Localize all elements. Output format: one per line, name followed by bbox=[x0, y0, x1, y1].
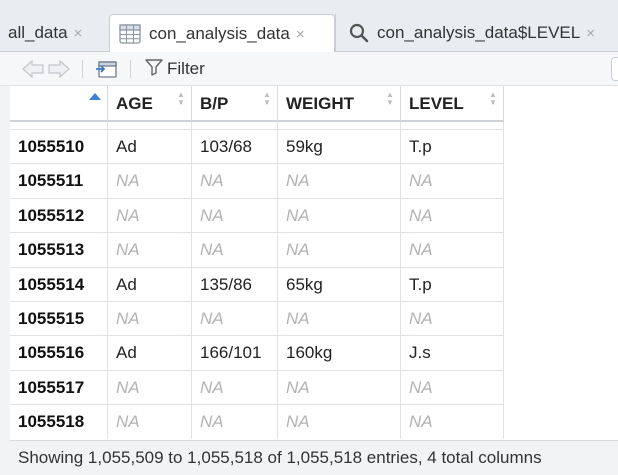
column-header-bp[interactable]: B/P ▲ ▼ bbox=[192, 86, 278, 122]
cell-weight: 160kg bbox=[278, 336, 401, 371]
cell-row-index: 1055516 bbox=[10, 336, 108, 371]
sort-icon: ▲ ▼ bbox=[386, 90, 394, 107]
filter-label: Filter bbox=[167, 59, 205, 78]
cell-age: NA bbox=[108, 233, 192, 268]
close-icon[interactable]: × bbox=[73, 24, 83, 42]
tab-con-analysis-data-level[interactable]: con_analysis_data$LEVEL × bbox=[335, 14, 618, 52]
column-header-age[interactable]: AGE ▲ ▼ bbox=[108, 86, 192, 122]
cell-level: J.s bbox=[401, 336, 504, 371]
cell-row-index: 1055514 bbox=[10, 267, 108, 302]
table-row[interactable]: 1055516 Ad 166/101 160kg J.s bbox=[10, 335, 504, 371]
cell-level: NA bbox=[401, 370, 504, 405]
back-arrow-icon[interactable] bbox=[22, 52, 44, 86]
cell-bp: 135/86 bbox=[192, 267, 278, 302]
cell-age: Ad bbox=[108, 336, 192, 371]
cell-level: T.p bbox=[401, 267, 504, 302]
funnel-icon bbox=[145, 58, 163, 81]
cell-level: NA bbox=[401, 164, 504, 199]
tab-label: con_analysis_data bbox=[149, 24, 290, 43]
cell-weight: NA bbox=[278, 370, 401, 405]
cell-age: NA bbox=[108, 164, 192, 199]
table-row[interactable]: 1055513 NA NA NA NA bbox=[10, 232, 504, 268]
tab-con-analysis-data[interactable]: con_analysis_data × bbox=[109, 14, 335, 53]
sort-ascending-icon bbox=[89, 93, 101, 100]
cell-bp: NA bbox=[192, 301, 278, 336]
status-footer: Showing 1,055,509 to 1,055,518 of 1,055,… bbox=[10, 440, 618, 475]
cell-bp: NA bbox=[192, 370, 278, 405]
cell-weight: 59kg bbox=[278, 130, 401, 164]
cell-row-index: 1055515 bbox=[10, 301, 108, 336]
table-header: AGE ▲ ▼ B/P ▲ ▼ WEIGHT ▲ ▼ LEVEL ▲ ▼ bbox=[10, 86, 504, 122]
cell-bp: 166/101 bbox=[192, 336, 278, 371]
cell-level: NA bbox=[401, 301, 504, 336]
popout-window-icon[interactable] bbox=[94, 52, 118, 86]
cell-age: NA bbox=[108, 405, 192, 440]
table-row[interactable]: 1055510 Ad 103/68 59kg T.p bbox=[10, 129, 504, 164]
filter-button[interactable]: Filter bbox=[145, 52, 205, 86]
table-row[interactable]: 1055511 NA NA NA NA bbox=[10, 163, 504, 199]
cell-weight: NA bbox=[278, 198, 401, 233]
close-icon[interactable]: × bbox=[295, 25, 305, 43]
cell-bp: 103/68 bbox=[192, 130, 278, 164]
partial-row bbox=[10, 122, 504, 129]
table-grid-icon bbox=[119, 24, 141, 44]
cell-age: Ad bbox=[108, 130, 192, 164]
sort-icon: ▲ ▼ bbox=[489, 90, 497, 107]
column-header-weight[interactable]: WEIGHT ▲ ▼ bbox=[278, 86, 401, 122]
tab-label: all_data bbox=[8, 23, 68, 42]
tab-all-data[interactable]: all_data × bbox=[0, 14, 110, 52]
entries-status: Showing 1,055,509 to 1,055,518 of 1,055,… bbox=[18, 448, 542, 467]
cell-row-index: 1055518 bbox=[10, 405, 108, 440]
cell-row-index: 1055517 bbox=[10, 370, 108, 405]
cell-weight: NA bbox=[278, 405, 401, 440]
cell-weight: NA bbox=[278, 301, 401, 336]
sort-icon: ▲ ▼ bbox=[177, 90, 185, 107]
cell-weight: NA bbox=[278, 164, 401, 199]
tab-bar: all_data × con_analysis_data × con_analy… bbox=[0, 0, 618, 53]
table-row[interactable]: 1055517 NA NA NA NA bbox=[10, 369, 504, 405]
left-gutter bbox=[0, 86, 10, 475]
search-icon bbox=[349, 23, 369, 43]
cell-level: NA bbox=[401, 405, 504, 440]
cell-row-index: 1055511 bbox=[10, 164, 108, 199]
table-row[interactable]: 1055515 NA NA NA NA bbox=[10, 300, 504, 336]
cell-age: Ad bbox=[108, 267, 192, 302]
close-icon[interactable]: × bbox=[586, 24, 595, 42]
cell-bp: NA bbox=[192, 405, 278, 440]
cell-weight: 65kg bbox=[278, 267, 401, 302]
cell-bp: NA bbox=[192, 164, 278, 199]
cell-age: NA bbox=[108, 198, 192, 233]
table-row[interactable]: 1055512 NA NA NA NA bbox=[10, 197, 504, 233]
cell-level: NA bbox=[401, 198, 504, 233]
cell-row-index: 1055510 bbox=[10, 130, 108, 164]
cell-level: T.p bbox=[401, 130, 504, 164]
table-row[interactable]: 1055518 NA NA NA NA bbox=[10, 404, 504, 440]
table-body: 1055510 Ad 103/68 59kg T.p 1055511 NA NA NA NA 105… bbox=[10, 129, 504, 440]
data-viewer-toolbar: Filter bbox=[0, 52, 618, 86]
forward-arrow-icon[interactable] bbox=[48, 52, 70, 86]
column-header-level[interactable]: LEVEL ▲ ▼ bbox=[401, 86, 504, 122]
cell-age: NA bbox=[108, 370, 192, 405]
row-index-header[interactable] bbox=[10, 86, 108, 122]
cell-weight: NA bbox=[278, 233, 401, 268]
cell-level: NA bbox=[401, 233, 504, 268]
tab-label: con_analysis_data$LEVEL bbox=[377, 23, 581, 42]
cell-age: NA bbox=[108, 301, 192, 336]
cell-row-index: 1055512 bbox=[10, 198, 108, 233]
cell-bp: NA bbox=[192, 233, 278, 268]
table-row[interactable]: 1055514 Ad 135/86 65kg T.p bbox=[10, 266, 504, 302]
search-box-edge[interactable] bbox=[611, 57, 618, 81]
cell-bp: NA bbox=[192, 198, 278, 233]
sort-icon: ▲ ▼ bbox=[263, 90, 271, 107]
cell-row-index: 1055513 bbox=[10, 233, 108, 268]
